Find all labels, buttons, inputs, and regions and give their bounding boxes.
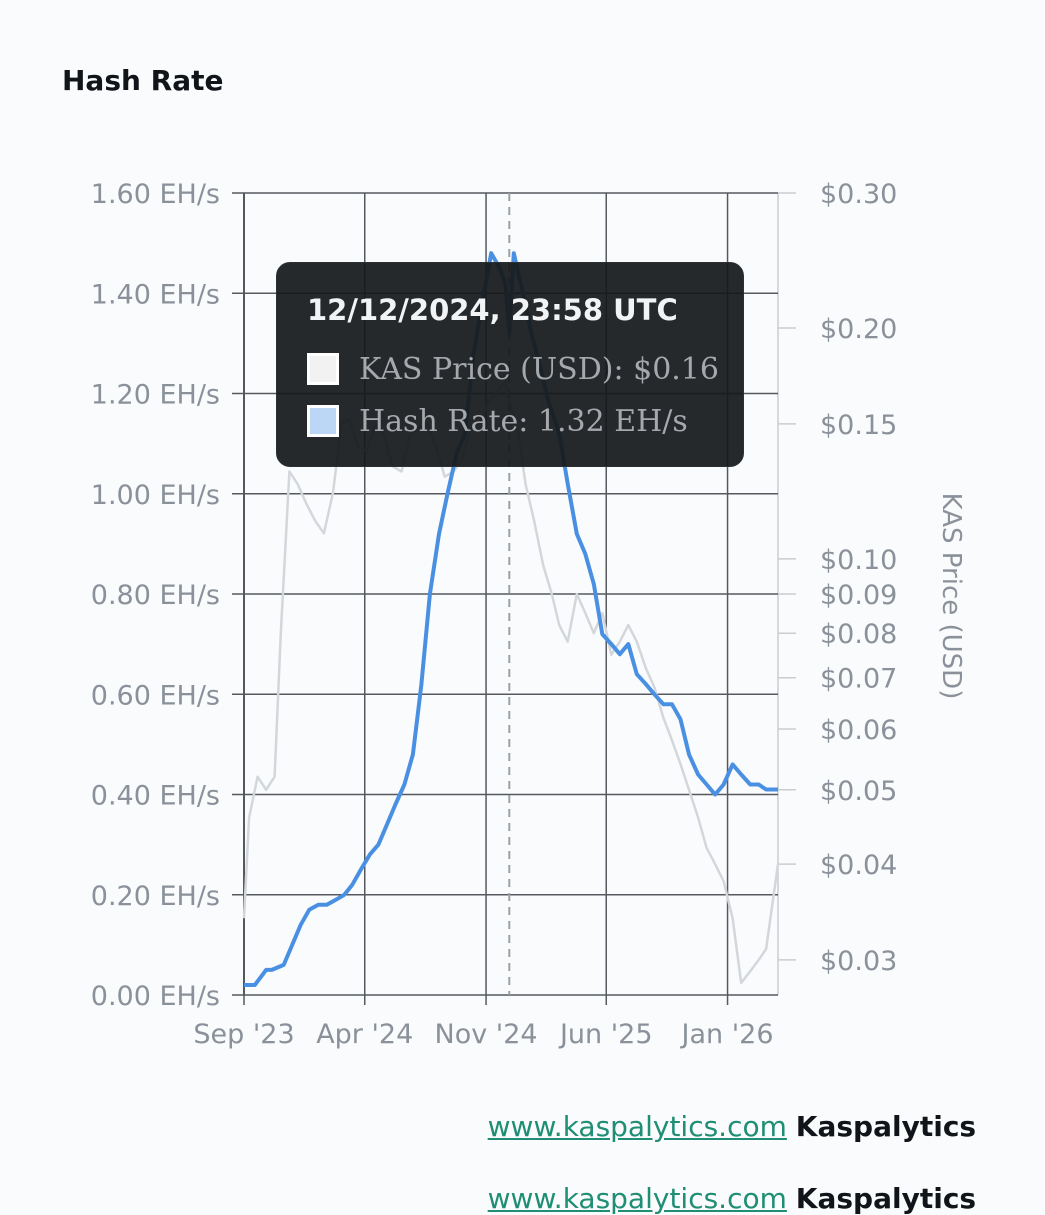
right-tick-label: $0.10 xyxy=(820,545,897,576)
footer: www.kaspalytics.com Kaspalytics xyxy=(0,1110,1045,1143)
price-swatch-icon xyxy=(307,353,339,385)
right-tick-label: $0.08 xyxy=(820,619,897,650)
tooltip-hashrate-label: Hash Rate: 1.32 EH/s xyxy=(359,403,688,439)
right-axis-label: KAS Price (USD) xyxy=(936,493,966,700)
left-tick-label: 0.40 EH/s xyxy=(91,781,220,812)
tooltip-row-hashrate: Hash Rate: 1.32 EH/s xyxy=(307,395,743,447)
footer-link-2[interactable]: www.kaspalytics.com xyxy=(487,1182,787,1215)
tooltip-row-price: KAS Price (USD): $0.16 xyxy=(307,343,743,395)
right-axis-ticks: $0.03 $0.04 $0.05 $0.06 $0.07 $0.08 $0.09 $0.10… xyxy=(820,179,897,977)
left-axis-ticks: 0.00 EH/s 0.20 EH/s 0.40 EH/s 0.60 EH/s 0.80… xyxy=(91,179,220,1012)
hashrate-swatch-icon xyxy=(307,405,339,437)
footer-brand-2: Kaspalytics xyxy=(795,1182,977,1215)
page-title: Hash Rate xyxy=(62,64,224,97)
x-tick-label: Sep '23 xyxy=(193,1019,294,1050)
tooltip-price-label: KAS Price (USD): $0.16 xyxy=(359,351,719,387)
left-tick-label: 0.60 EH/s xyxy=(91,680,220,711)
right-tick-label: $0.30 xyxy=(820,179,897,210)
footer-link[interactable]: www.kaspalytics.com xyxy=(487,1110,787,1143)
x-tick-label: Jan '26 xyxy=(680,1019,774,1050)
right-tick-label: $0.06 xyxy=(820,715,897,746)
left-tick-label: 1.40 EH/s xyxy=(91,279,220,310)
x-tick-label: Nov '24 xyxy=(435,1019,538,1050)
right-tick-label: $0.15 xyxy=(820,410,897,441)
x-tick-label: Apr '24 xyxy=(316,1019,413,1050)
tooltip-title: 12/12/2024, 23:58 UTC xyxy=(307,293,678,327)
x-tick-label: Jun '25 xyxy=(558,1019,653,1050)
footer-brand: Kaspalytics xyxy=(795,1110,977,1143)
footer-repeat: www.kaspalytics.com Kaspalytics xyxy=(0,1182,1045,1215)
left-tick-label: 1.00 EH/s xyxy=(91,480,220,511)
left-tick-label: 0.80 EH/s xyxy=(91,580,220,611)
right-tick-label: $0.07 xyxy=(820,664,897,695)
right-tick-label: $0.09 xyxy=(820,580,897,611)
left-tick-label: 0.20 EH/s xyxy=(91,881,220,912)
price-series-line xyxy=(242,380,780,985)
left-tick-label: 0.00 EH/s xyxy=(91,981,220,1012)
right-tick-label: $0.03 xyxy=(820,946,897,977)
right-tick-label: $0.05 xyxy=(820,776,897,807)
left-tick-label: 1.20 EH/s xyxy=(91,380,220,411)
x-axis-ticks: Sep '23 Apr '24 Nov '24 Jun '25 Jan '26 xyxy=(193,1019,773,1050)
chart-tooltip: 12/12/2024, 23:58 UTC KAS Price (USD): $… xyxy=(276,262,744,467)
left-tick-label: 1.60 EH/s xyxy=(91,179,220,210)
right-tick-label: $0.04 xyxy=(820,850,897,881)
right-tick-label: $0.20 xyxy=(820,314,897,345)
